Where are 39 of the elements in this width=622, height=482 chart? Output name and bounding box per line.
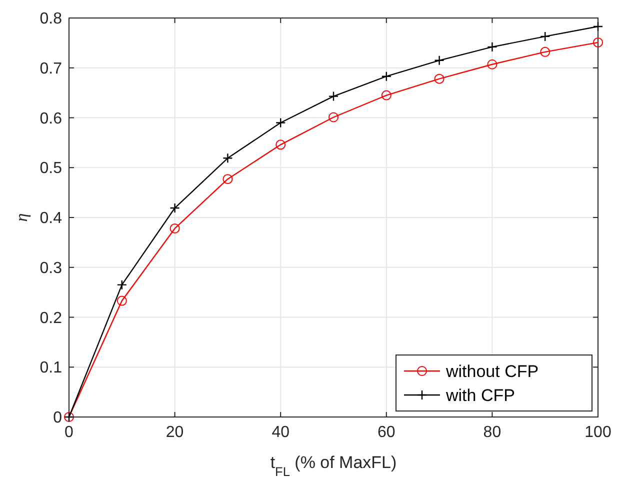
- y-tick-label: 0: [53, 410, 62, 427]
- y-tick-label: 0.6: [40, 110, 62, 128]
- point: [381, 71, 392, 82]
- point: [116, 296, 127, 306]
- point: [487, 59, 498, 70]
- y-tick-label: 0.2: [40, 310, 62, 327]
- y-tick-label: 0.1: [40, 360, 62, 377]
- y-tick-label: 0.5: [40, 160, 62, 178]
- y-tick-label: 0.4: [40, 210, 62, 228]
- x-axis-title: t$_{FL}$ (% of MaxFL): [270, 453, 397, 478]
- point: [434, 55, 444, 66]
- point: [328, 91, 339, 102]
- point: [222, 153, 233, 164]
- y-tick-label: 0.3: [40, 260, 62, 277]
- point: [170, 223, 180, 234]
- x-tick-label: 0: [64, 424, 74, 441]
- point: [592, 21, 604, 32]
- x-tick-label: 60: [378, 424, 396, 441]
- point: [170, 202, 180, 214]
- x-tick-label: 100: [584, 424, 612, 441]
- point: [222, 174, 233, 184]
- x-tick-label: 40: [272, 424, 290, 441]
- point: [276, 140, 286, 150]
- point: [381, 90, 392, 100]
- point: [328, 112, 338, 122]
- point: [276, 118, 286, 128]
- y-tick-label: 0.8: [40, 10, 62, 28]
- y-tick-label: 0.7: [40, 60, 62, 78]
- point: [116, 280, 127, 290]
- x-tick-label: 20: [166, 424, 184, 441]
- point: [434, 74, 444, 84]
- x-tick-label: 80: [483, 424, 502, 441]
- legend-label: without CFP: [445, 362, 539, 381]
- y-axis-title: η: [12, 213, 31, 222]
- point: [593, 37, 603, 48]
- point: [540, 46, 550, 57]
- point: [540, 31, 550, 42]
- point: [487, 42, 498, 52]
- legend-label: with CFP: [445, 386, 515, 405]
